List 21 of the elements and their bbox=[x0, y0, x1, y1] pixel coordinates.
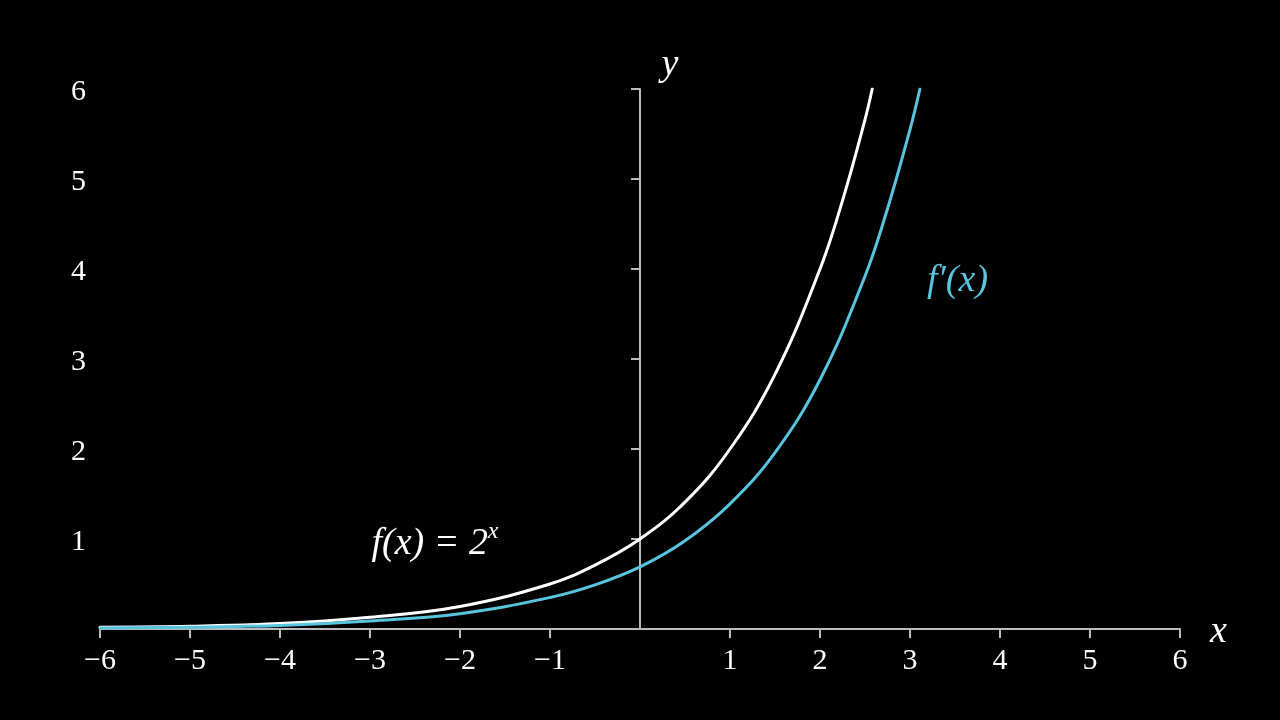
y-tick-label: 2 bbox=[71, 432, 86, 466]
x-tick-label: −5 bbox=[174, 641, 206, 675]
y-tick-label: 1 bbox=[71, 522, 86, 556]
x-tick-label: 1 bbox=[722, 641, 738, 675]
x-tick-label: −1 bbox=[534, 641, 566, 675]
y-tick-label: 4 bbox=[71, 252, 86, 286]
x-tick-label: 6 bbox=[1172, 641, 1188, 675]
x-tick-label: 5 bbox=[1082, 641, 1098, 675]
x-tick-label: 4 bbox=[992, 641, 1008, 675]
x-tick-label: −4 bbox=[264, 641, 296, 675]
y-tick-label: 5 bbox=[71, 162, 86, 196]
x-axis-title: x bbox=[1209, 608, 1227, 650]
series-label: f′(x) bbox=[926, 256, 989, 300]
x-tick-label: 3 bbox=[902, 641, 918, 675]
x-tick-label: −2 bbox=[444, 641, 476, 675]
x-tick-label: 2 bbox=[812, 641, 828, 675]
x-tick-label: −6 bbox=[84, 641, 116, 675]
x-tick-label: −3 bbox=[354, 641, 386, 675]
y-axis-title: y bbox=[657, 41, 679, 83]
y-tick-label: 3 bbox=[71, 342, 86, 376]
y-tick-label: 6 bbox=[71, 72, 86, 106]
